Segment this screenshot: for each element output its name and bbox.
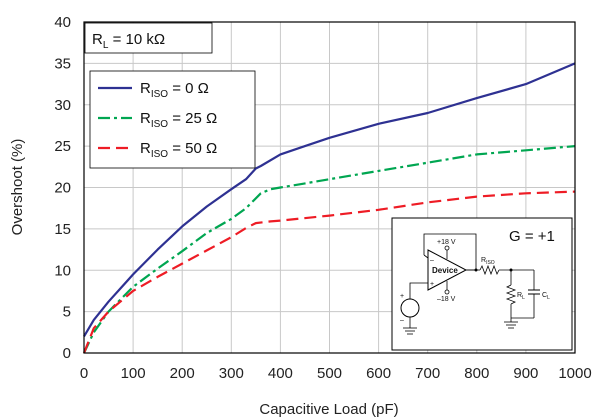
- x-tick-label: 700: [415, 365, 440, 382]
- x-tick-label: 0: [80, 365, 88, 382]
- schematic-inset: G = +1 – + Device +18 V –18 V + – RISO: [391, 217, 573, 351]
- ground-icon: [504, 321, 518, 329]
- x-axis-label: Capacitive Load (pF): [259, 401, 398, 418]
- y-tick-label: 5: [63, 304, 71, 321]
- vpos-terminal: [444, 245, 450, 251]
- x-tick-label: 500: [317, 365, 342, 382]
- vneg-terminal: [444, 289, 450, 295]
- riso-resistor: [479, 264, 500, 276]
- opamp-plus: +: [430, 281, 434, 288]
- source-minus: –: [400, 317, 404, 324]
- y-axis-label: Overshoot (%): [9, 139, 26, 236]
- y-tick-label: 10: [54, 262, 71, 279]
- rl-resistor: [505, 284, 517, 305]
- y-tick-label: 15: [54, 221, 71, 238]
- x-tick-label: 1000: [558, 365, 591, 382]
- riso-label: RISO: [481, 257, 495, 266]
- series-line-1: [83, 145, 576, 354]
- source-plus: +: [400, 293, 404, 300]
- opamp-minus: –: [430, 257, 434, 264]
- schematic-box: [391, 217, 573, 351]
- x-tick-label: 600: [366, 365, 391, 382]
- x-tick-label: 200: [170, 365, 195, 382]
- y-tick-label: 20: [54, 180, 71, 197]
- y-tick-label: 40: [54, 14, 71, 31]
- inverting-wire: [423, 254, 429, 259]
- voltage-source: [400, 298, 420, 318]
- legend-label-1: RISO = 25 Ω: [140, 110, 217, 130]
- ground-icon: [403, 327, 417, 335]
- vpos-label: +18 V: [437, 239, 456, 246]
- x-tick-label: 800: [464, 365, 489, 382]
- gain-annotation: G = +1: [509, 228, 555, 245]
- y-tick-label: 25: [54, 138, 71, 155]
- y-tick-label: 35: [54, 55, 71, 72]
- load-annotation: RL = 10 kΩ: [92, 31, 165, 51]
- legend-label-0: RISO = 0 Ω: [140, 80, 209, 100]
- plot-frame: [83, 21, 576, 354]
- cl-label: CL: [542, 292, 550, 301]
- output-node: [474, 268, 478, 272]
- rl-label: RL: [517, 292, 525, 301]
- x-tick-label: 100: [121, 365, 146, 382]
- series-line-2: [82, 190, 576, 354]
- x-tick-label: 300: [219, 365, 244, 382]
- y-tick-label: 0: [63, 345, 71, 362]
- load-annotation-box: [84, 22, 213, 54]
- tick-labels: 0 100 200 300 400 500 600 700 800 900 1000 0 5 10 15 20…: [54, 14, 591, 382]
- legend: RISO = 0 Ω RISO = 25 Ω RISO = 50 Ω: [89, 70, 256, 169]
- x-tick-label: 400: [268, 365, 293, 382]
- device-label: Device: [432, 266, 458, 275]
- opamp-symbol: [427, 249, 468, 291]
- input-wire: [409, 282, 428, 299]
- y-tick-label: 30: [54, 97, 71, 114]
- legend-label-2: RISO = 50 Ω: [140, 140, 217, 160]
- x-tick-label: 900: [513, 365, 538, 382]
- series-line-0: [83, 62, 576, 337]
- vneg-label: –18 V: [437, 296, 456, 303]
- series-layer: [82, 62, 576, 354]
